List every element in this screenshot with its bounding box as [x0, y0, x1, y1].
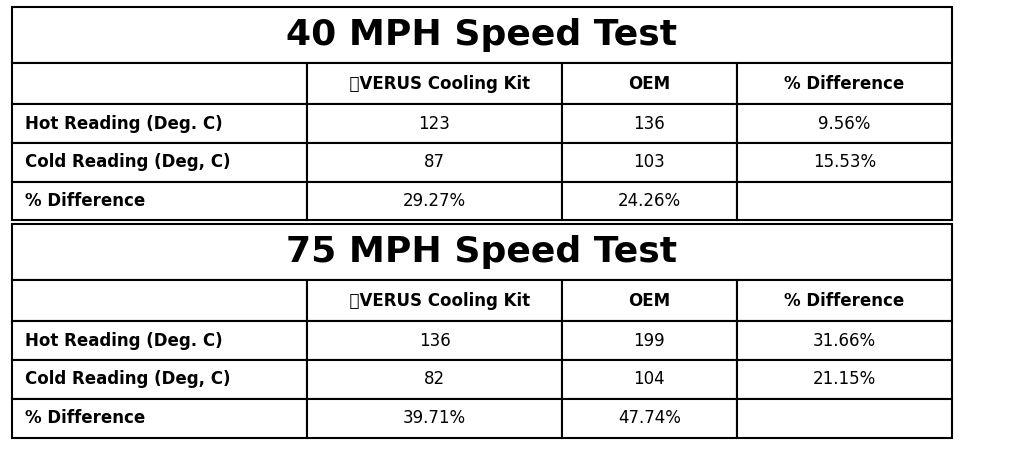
Bar: [12, 399, 307, 438]
Bar: [12, 224, 951, 280]
Bar: [562, 399, 737, 438]
Bar: [307, 143, 562, 182]
Bar: [562, 63, 737, 104]
Bar: [562, 321, 737, 360]
Bar: [562, 143, 737, 182]
Bar: [737, 63, 951, 104]
Bar: [12, 104, 307, 143]
Bar: [562, 182, 737, 220]
Bar: [737, 399, 951, 438]
Bar: [307, 63, 562, 104]
Text: 199: 199: [634, 332, 666, 350]
Bar: [562, 360, 737, 399]
Text: ⓅVERUS Cooling Kit: ⓅVERUS Cooling Kit: [339, 75, 530, 93]
Text: 75 MPH Speed Test: 75 MPH Speed Test: [287, 235, 678, 269]
Text: 136: 136: [419, 332, 451, 350]
Bar: [12, 360, 307, 399]
Bar: [737, 360, 951, 399]
Bar: [737, 321, 951, 360]
Text: % Difference: % Difference: [784, 75, 904, 93]
Text: % Difference: % Difference: [784, 292, 904, 310]
Text: Cold Reading (Deg, C): Cold Reading (Deg, C): [25, 371, 230, 388]
Bar: [307, 321, 562, 360]
Bar: [307, 182, 562, 220]
Text: 103: 103: [634, 153, 666, 171]
Text: % Difference: % Difference: [25, 192, 144, 210]
Text: 123: 123: [419, 115, 451, 133]
Bar: [737, 143, 951, 182]
Text: Hot Reading (Deg. C): Hot Reading (Deg. C): [25, 332, 222, 350]
Text: 87: 87: [424, 153, 445, 171]
Text: 24.26%: 24.26%: [617, 192, 681, 210]
Text: 31.66%: 31.66%: [813, 332, 876, 350]
Bar: [307, 280, 562, 321]
Bar: [12, 182, 307, 220]
Bar: [12, 143, 307, 182]
Text: 136: 136: [634, 115, 666, 133]
Bar: [562, 104, 737, 143]
Bar: [307, 104, 562, 143]
Text: 21.15%: 21.15%: [813, 371, 876, 388]
Text: 82: 82: [424, 371, 445, 388]
Text: 47.74%: 47.74%: [617, 409, 681, 427]
Bar: [307, 399, 562, 438]
Text: 40 MPH Speed Test: 40 MPH Speed Test: [287, 18, 678, 52]
Text: 15.53%: 15.53%: [813, 153, 876, 171]
Text: 9.56%: 9.56%: [818, 115, 870, 133]
Bar: [307, 360, 562, 399]
Text: 29.27%: 29.27%: [403, 192, 466, 210]
Text: Cold Reading (Deg, C): Cold Reading (Deg, C): [25, 153, 230, 171]
Text: 104: 104: [634, 371, 666, 388]
Bar: [12, 321, 307, 360]
Text: % Difference: % Difference: [25, 409, 144, 427]
Bar: [737, 280, 951, 321]
Bar: [12, 7, 951, 63]
Text: OEM: OEM: [629, 75, 671, 93]
Text: ⓅVERUS Cooling Kit: ⓅVERUS Cooling Kit: [339, 292, 530, 310]
Bar: [562, 280, 737, 321]
Bar: [12, 63, 307, 104]
Text: Hot Reading (Deg. C): Hot Reading (Deg. C): [25, 115, 222, 133]
Bar: [12, 280, 307, 321]
Bar: [737, 104, 951, 143]
Text: OEM: OEM: [629, 292, 671, 310]
Text: 39.71%: 39.71%: [403, 409, 466, 427]
Bar: [737, 182, 951, 220]
